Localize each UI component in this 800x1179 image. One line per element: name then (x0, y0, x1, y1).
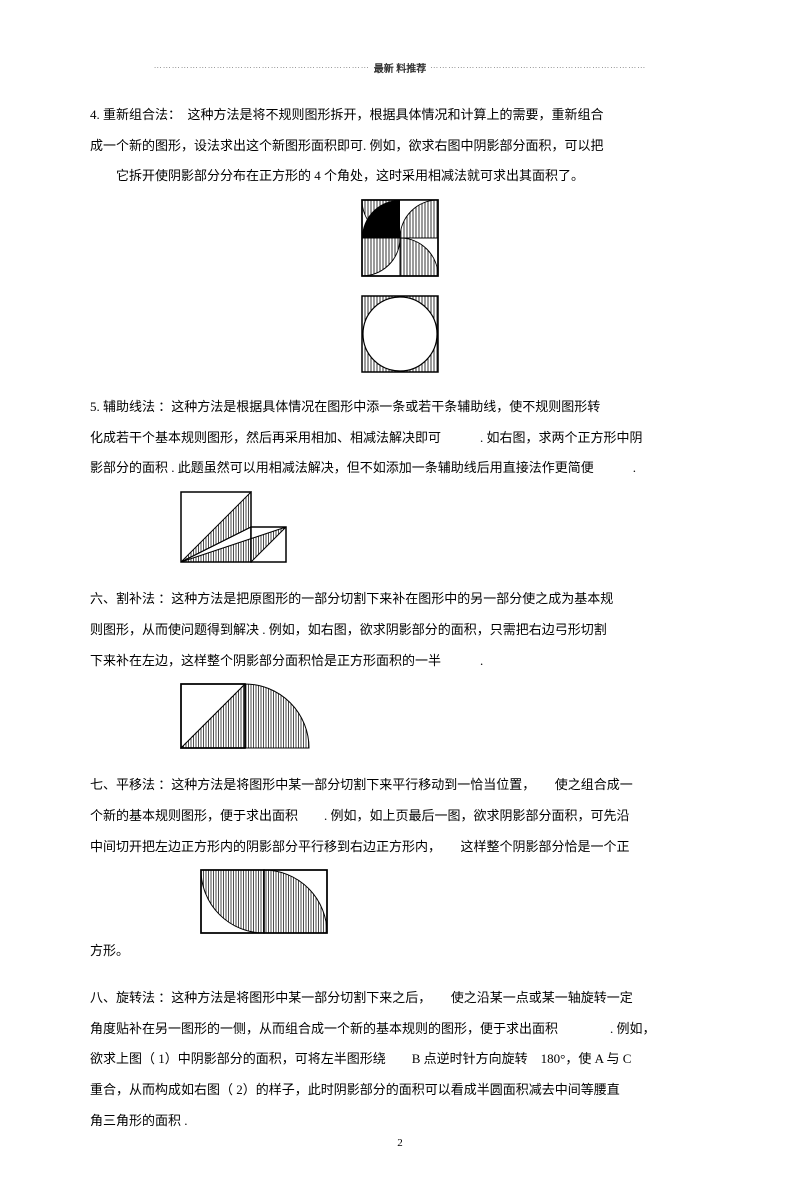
figure-5 (180, 491, 300, 565)
section-4-line2: 成一个新的图形，设法求出这个新图形面积即可. 例如，欲求右图中阴影部分面积，可以… (90, 134, 710, 159)
figure-6-wrap (180, 683, 710, 751)
page-header: ⋯⋯⋯⋯⋯⋯⋯⋯⋯⋯⋯⋯⋯⋯⋯⋯⋯⋯⋯⋯⋯⋯⋯⋯ 最新 料推荐 ⋯⋯⋯⋯⋯⋯⋯⋯… (90, 60, 710, 75)
section-5-line3: 影部分的面积 . 此题虽然可以用相减法解决，但不如添加一条辅助线后用直接法作更简… (90, 456, 710, 481)
section-6-line2: 则图形，从而使问题得到解决 . 例如，如右图，欲求阴影部分的面积，只需把右边弓形… (90, 618, 710, 643)
figure-7-wrap (200, 869, 710, 935)
figure-7 (200, 869, 328, 935)
section-8-line4: 重合，从而构成如右图（ 2）的样子，此时阴影部分的面积可以看成半圆面积减去中间等… (90, 1078, 710, 1103)
section-7-line3: 中间切开把左边正方形内的阴影部分平行移到右边正方形内， 这样整个阴影部分恰是一个… (90, 835, 710, 860)
header-dots-left: ⋯⋯⋯⋯⋯⋯⋯⋯⋯⋯⋯⋯⋯⋯⋯⋯⋯⋯⋯⋯⋯⋯⋯⋯ (154, 63, 370, 72)
section-8-line5: 角三角形的面积 . (90, 1109, 710, 1134)
section-4-line3: 它拆开使阴影部分分布在正方形的 4 个角处，这时采用相减法就可求出其面积了。 (90, 164, 710, 189)
page-container: ⋯⋯⋯⋯⋯⋯⋯⋯⋯⋯⋯⋯⋯⋯⋯⋯⋯⋯⋯⋯⋯⋯⋯⋯ 最新 料推荐 ⋯⋯⋯⋯⋯⋯⋯⋯… (0, 0, 800, 1179)
header-title: 最新 料推荐 (374, 60, 427, 75)
figure-4b-wrap (90, 295, 710, 373)
figure-4b (361, 295, 439, 373)
section-6-line1: 六、割补法 ：这种方法是把原图形的一部分切割下来补在图形中的另一部分使之成为基本… (90, 587, 710, 612)
section-8-line2: 角度贴补在另一图形的一侧，从而组合成一个新的基本规则的图形，便于求出面积 . 例… (90, 1017, 710, 1042)
section-8-line3: 欲求上图（ 1）中阴影部分的面积，可将左半图形绕 B 点逆时针方向旋转 180°… (90, 1047, 710, 1072)
section-6-line3: 下来补在左边，这样整个阴影部分面积恰是正方形面积的一半 . (90, 649, 710, 674)
section-7-line2: 个新的基本规则图形，便于求出面积 . 例如，如上页最后一图，欲求阴影部分面积，可… (90, 804, 710, 829)
section-5-line1: 5. 辅助线法 ：这种方法是根据具体情况在图形中添一条或若干条辅助线，使不规则图… (90, 395, 710, 420)
figure-6 (180, 683, 310, 751)
header-dots-right: ⋯⋯⋯⋯⋯⋯⋯⋯⋯⋯⋯⋯⋯⋯⋯⋯⋯⋯⋯⋯⋯⋯⋯⋯ (430, 63, 646, 72)
figure-4a-wrap (90, 199, 710, 277)
section-4-line1: 4. 重新组合法： 这种方法是将不规则图形拆开，根据具体情况和计算上的需要，重新… (90, 103, 710, 128)
section-5-line2: 化成若干个基本规则图形，然后再采用相加、相减法解决即可 . 如右图，求两个正方形… (90, 426, 710, 451)
section-8-line1: 八、旋转法 ：这种方法是将图形中某一部分切割下来之后， 使之沿某一点或某一轴旋转… (90, 986, 710, 1011)
section-7-line1: 七、平移法 ：这种方法是将图形中某一部分切割下来平行移动到一恰当位置， 使之组合… (90, 773, 710, 798)
figure-5-wrap (180, 491, 710, 565)
page-number: 2 (0, 1137, 800, 1149)
section-7-line4: 方形。 (90, 939, 710, 964)
figure-4a (361, 199, 439, 277)
